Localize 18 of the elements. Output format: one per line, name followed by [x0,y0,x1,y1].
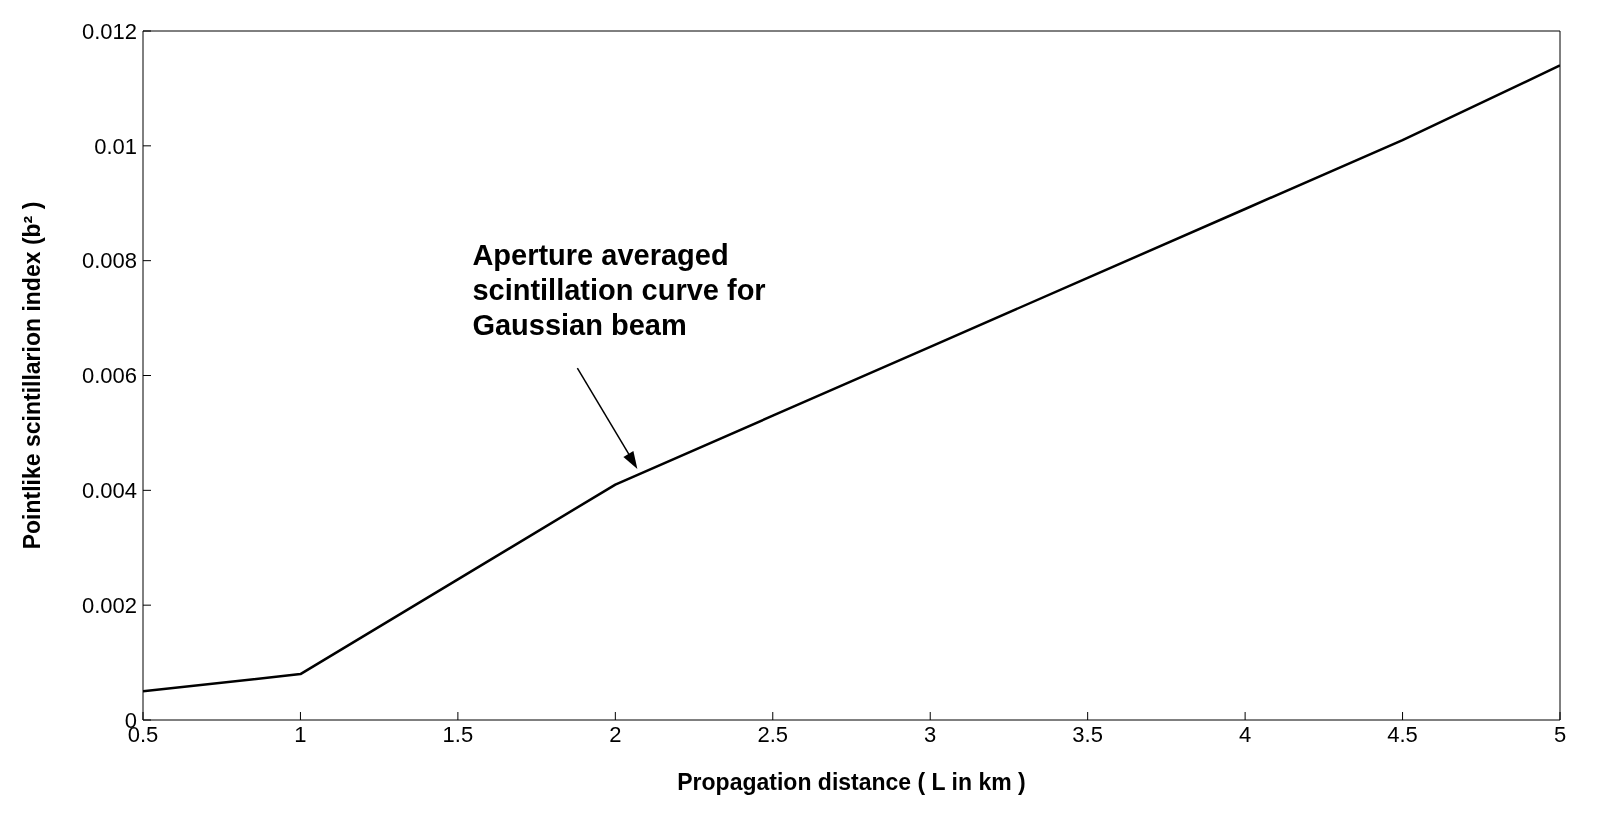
x-tick-label: 1 [294,721,307,747]
y-tick-label: 0.002 [81,592,137,618]
y-tick-label: 0.01 [94,133,137,159]
x-tick-label: 4 [1238,721,1252,747]
x-tick-label: 2 [609,721,622,747]
x-tick-label: 4.5 [1387,721,1418,747]
x-tick-label: 1.5 [442,721,474,747]
x-tick-label: 5 [1553,721,1567,747]
y-axis-title: Pointlike scintillarion index (b² ) [19,201,45,550]
x-axis-title: Propagation distance ( L in km ) [677,769,1026,795]
y-tick-label: 0.004 [81,478,137,504]
y-tick-label: 0.006 [81,363,137,389]
y-tick-label: 0.008 [81,248,137,274]
x-tick-label: 3 [924,721,937,747]
x-tick-label: 3.5 [1072,721,1103,747]
x-tick-label: 2.5 [757,721,789,747]
y-tick-label: 0.012 [81,18,137,44]
annotation: Aperture averaged scintillation curve for Gaussian beam [472,238,767,344]
